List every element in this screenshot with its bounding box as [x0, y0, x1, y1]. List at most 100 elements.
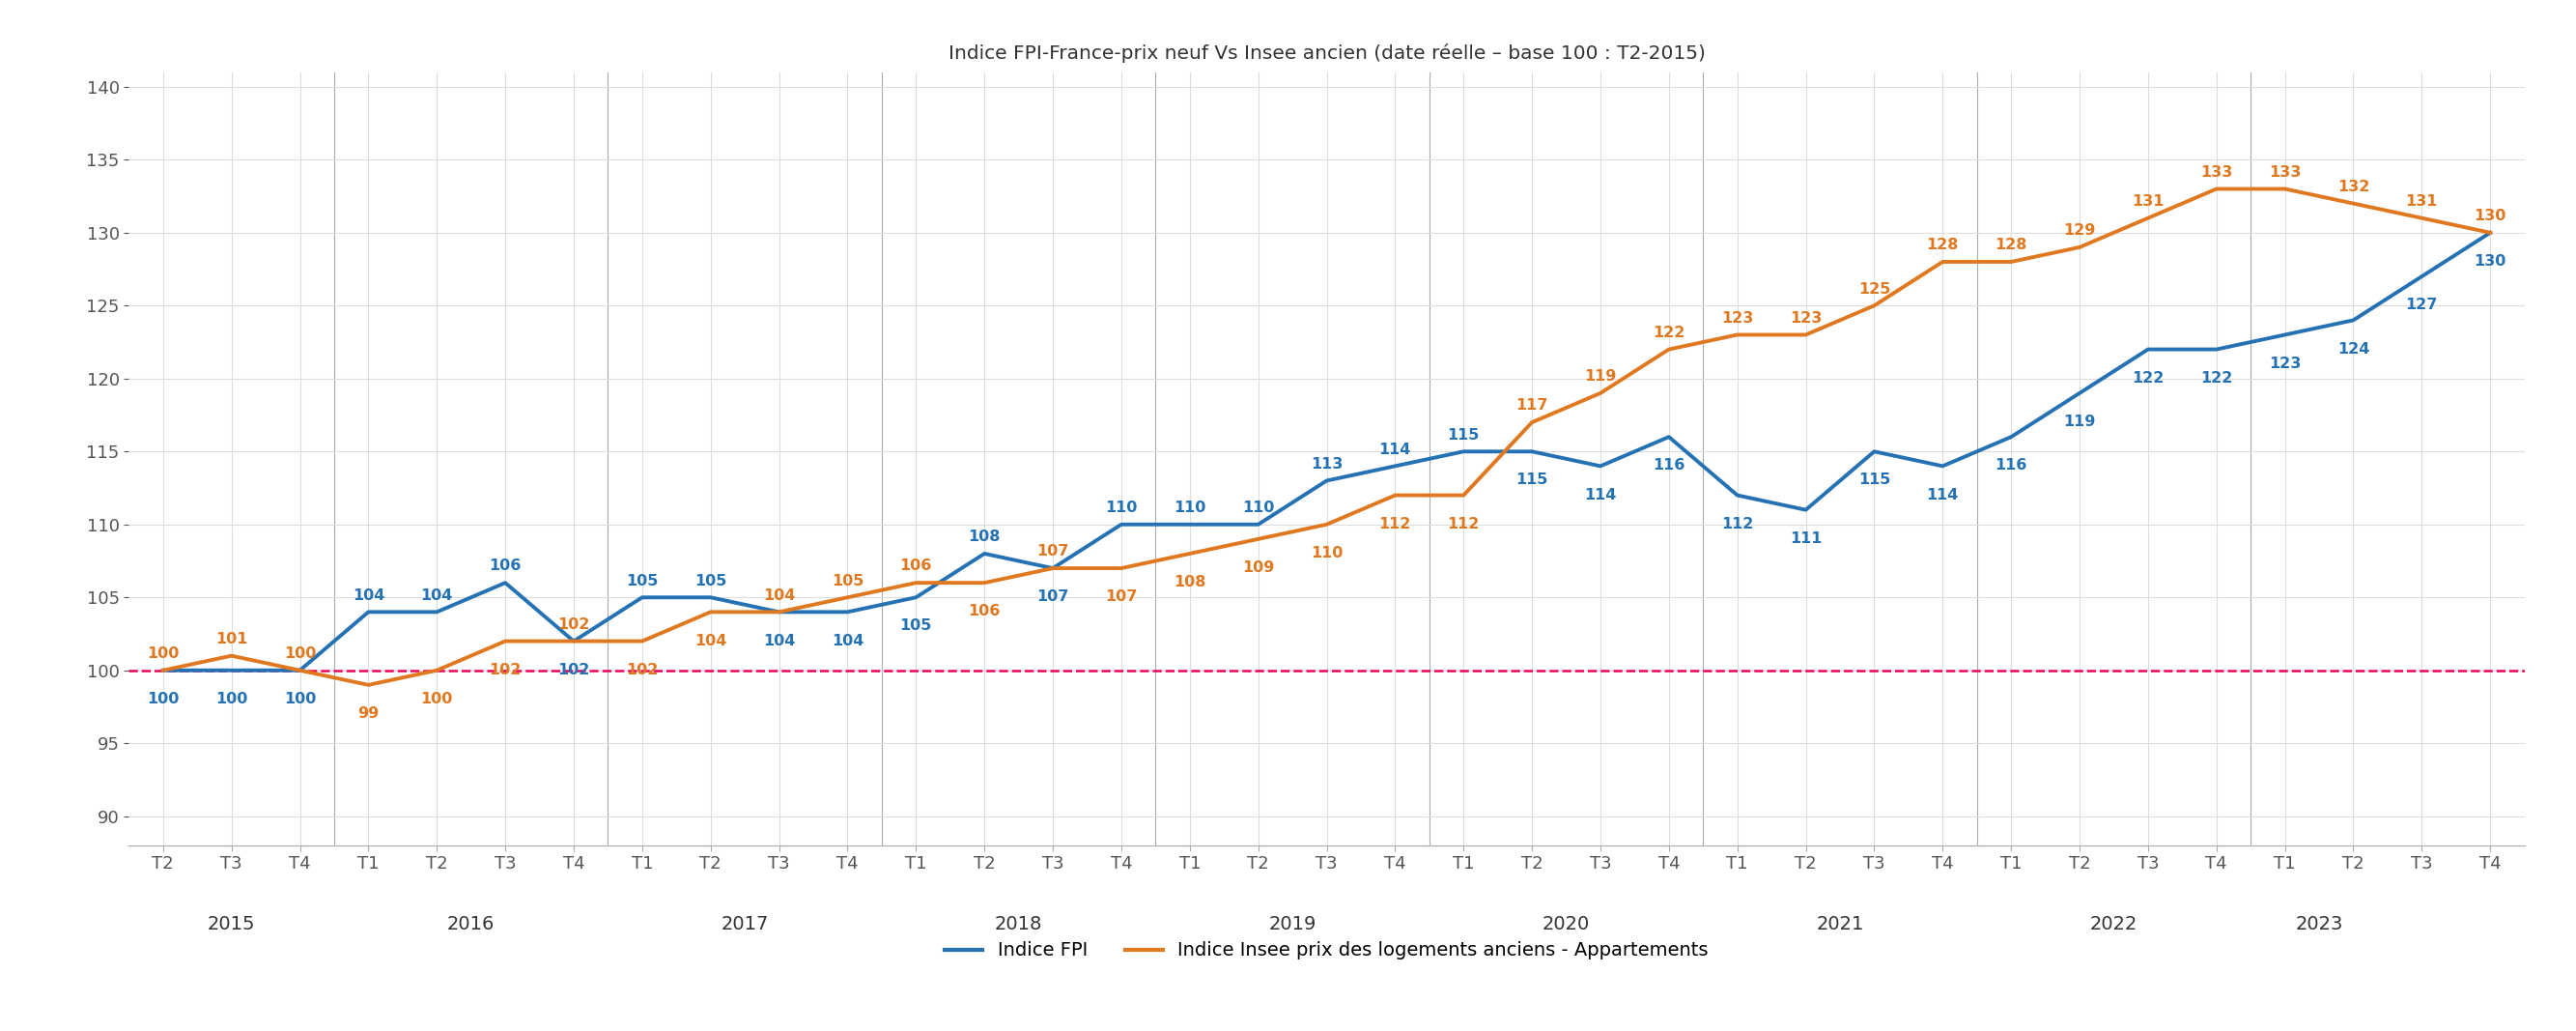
Text: 104: 104 — [832, 633, 863, 647]
Indice Insee prix des logements anciens - Appartements — [147, 664, 178, 676]
Indice Insee prix des logements anciens - Appartements — [626, 635, 657, 647]
Indice Insee prix des logements anciens - Appartements — [2200, 182, 2231, 195]
Indice Insee prix des logements anciens - Appartements — [2339, 197, 2370, 209]
Legend: Indice FPI, Indice Insee prix des logements anciens - Appartements: Indice FPI, Indice Insee prix des logeme… — [938, 934, 1716, 967]
Text: 100: 100 — [420, 692, 453, 706]
Text: 123: 123 — [2269, 357, 2300, 371]
Text: 104: 104 — [762, 588, 796, 602]
Text: 112: 112 — [1378, 517, 1412, 531]
Indice Insee prix des logements anciens - Appartements — [1517, 417, 1548, 429]
Indice Insee prix des logements anciens - Appartements — [1584, 387, 1615, 399]
Indice Insee prix des logements anciens - Appartements — [1654, 343, 1685, 356]
Indice FPI — [1860, 445, 1891, 458]
Indice Insee prix des logements anciens - Appartements — [489, 635, 520, 647]
Indice FPI — [1517, 445, 1548, 458]
Text: 128: 128 — [1994, 238, 2027, 253]
Indice FPI — [2063, 387, 2094, 399]
Indice Insee prix des logements anciens - Appartements — [1721, 329, 1752, 341]
Text: 125: 125 — [1857, 281, 1891, 296]
Indice FPI — [1175, 519, 1206, 531]
Indice FPI — [1311, 474, 1342, 487]
Indice FPI — [2339, 314, 2370, 327]
Text: 133: 133 — [2200, 165, 2233, 179]
Text: 100: 100 — [147, 692, 180, 706]
Indice FPI — [353, 606, 384, 619]
Indice Insee prix des logements anciens - Appartements — [1242, 533, 1273, 545]
Indice FPI — [489, 576, 520, 589]
Indice Insee prix des logements anciens - Appartements — [2133, 212, 2164, 225]
Text: 130: 130 — [2473, 254, 2506, 269]
Indice Insee prix des logements anciens - Appartements — [559, 635, 590, 647]
Text: 133: 133 — [2269, 165, 2300, 179]
Text: 102: 102 — [556, 663, 590, 677]
Text: 109: 109 — [1242, 561, 1275, 575]
Text: 100: 100 — [283, 646, 317, 661]
Indice Insee prix des logements anciens - Appartements — [2269, 182, 2300, 195]
Text: 122: 122 — [2133, 371, 2164, 386]
Indice Insee prix des logements anciens - Appartements — [1381, 489, 1412, 501]
Indice FPI — [2476, 227, 2506, 239]
Indice Insee prix des logements anciens - Appartements — [832, 591, 863, 603]
Line: Indice Insee prix des logements anciens - Appartements: Indice Insee prix des logements anciens … — [162, 189, 2491, 685]
Text: 2018: 2018 — [994, 916, 1043, 933]
Text: 116: 116 — [1654, 459, 1685, 473]
Indice Insee prix des logements anciens - Appartements — [1105, 562, 1136, 574]
Text: 115: 115 — [1857, 473, 1891, 488]
Indice FPI — [2269, 329, 2300, 341]
Text: 107: 107 — [1036, 544, 1069, 559]
Text: 107: 107 — [1036, 590, 1069, 604]
Text: 104: 104 — [762, 633, 796, 647]
Indice FPI — [283, 664, 314, 676]
Indice FPI — [762, 606, 793, 619]
Indice Insee prix des logements anciens - Appartements — [1927, 256, 1958, 268]
Text: 104: 104 — [353, 588, 384, 602]
Indice Insee prix des logements anciens - Appartements — [1038, 562, 1069, 574]
Indice FPI — [696, 591, 726, 603]
Indice FPI — [1038, 562, 1069, 574]
Text: 127: 127 — [2406, 298, 2437, 312]
Indice FPI — [902, 591, 933, 603]
Indice Insee prix des logements anciens - Appartements — [216, 650, 247, 662]
Indice FPI — [559, 635, 590, 647]
Text: 100: 100 — [283, 692, 317, 706]
Text: 104: 104 — [696, 633, 726, 647]
Text: 100: 100 — [216, 692, 247, 706]
Indice Insee prix des logements anciens - Appartements — [1996, 256, 2027, 268]
Indice FPI — [1721, 489, 1752, 501]
Text: 122: 122 — [2200, 371, 2233, 386]
Text: 110: 110 — [1175, 501, 1206, 516]
Text: 107: 107 — [1105, 590, 1139, 604]
Indice Insee prix des logements anciens - Appartements — [1175, 547, 1206, 560]
Text: 111: 111 — [1790, 531, 1821, 545]
Indice Insee prix des logements anciens - Appartements — [969, 576, 999, 589]
Text: 116: 116 — [1994, 459, 2027, 473]
Indice FPI — [1996, 431, 2027, 443]
Text: 129: 129 — [2063, 224, 2097, 238]
Indice Insee prix des logements anciens - Appartements — [902, 576, 933, 589]
Text: 122: 122 — [1654, 326, 1685, 340]
Text: 113: 113 — [1311, 457, 1342, 471]
Text: 2022: 2022 — [2089, 916, 2138, 933]
Text: 114: 114 — [1927, 488, 1958, 502]
Indice FPI — [2406, 270, 2437, 282]
Text: 104: 104 — [420, 588, 453, 602]
Text: 110: 110 — [1311, 546, 1342, 561]
Line: Indice FPI: Indice FPI — [162, 233, 2491, 670]
Indice Insee prix des logements anciens - Appartements — [1790, 329, 1821, 341]
Text: 124: 124 — [2336, 341, 2370, 356]
Indice Insee prix des logements anciens - Appartements — [422, 664, 453, 676]
Text: 131: 131 — [2406, 194, 2437, 208]
Text: 114: 114 — [1584, 488, 1618, 502]
Indice FPI — [1105, 519, 1136, 531]
Text: 123: 123 — [1721, 311, 1754, 326]
Text: 2020: 2020 — [1543, 916, 1589, 933]
Indice Insee prix des logements anciens - Appartements — [2476, 227, 2506, 239]
Text: 110: 110 — [1105, 501, 1139, 516]
Indice Insee prix des logements anciens - Appartements — [1860, 299, 1891, 311]
Text: 128: 128 — [1927, 238, 1958, 253]
Indice FPI — [1654, 431, 1685, 443]
Indice FPI — [1584, 460, 1615, 472]
Text: 100: 100 — [147, 646, 180, 661]
Text: 105: 105 — [832, 573, 863, 588]
Indice Insee prix des logements anciens - Appartements — [353, 678, 384, 691]
